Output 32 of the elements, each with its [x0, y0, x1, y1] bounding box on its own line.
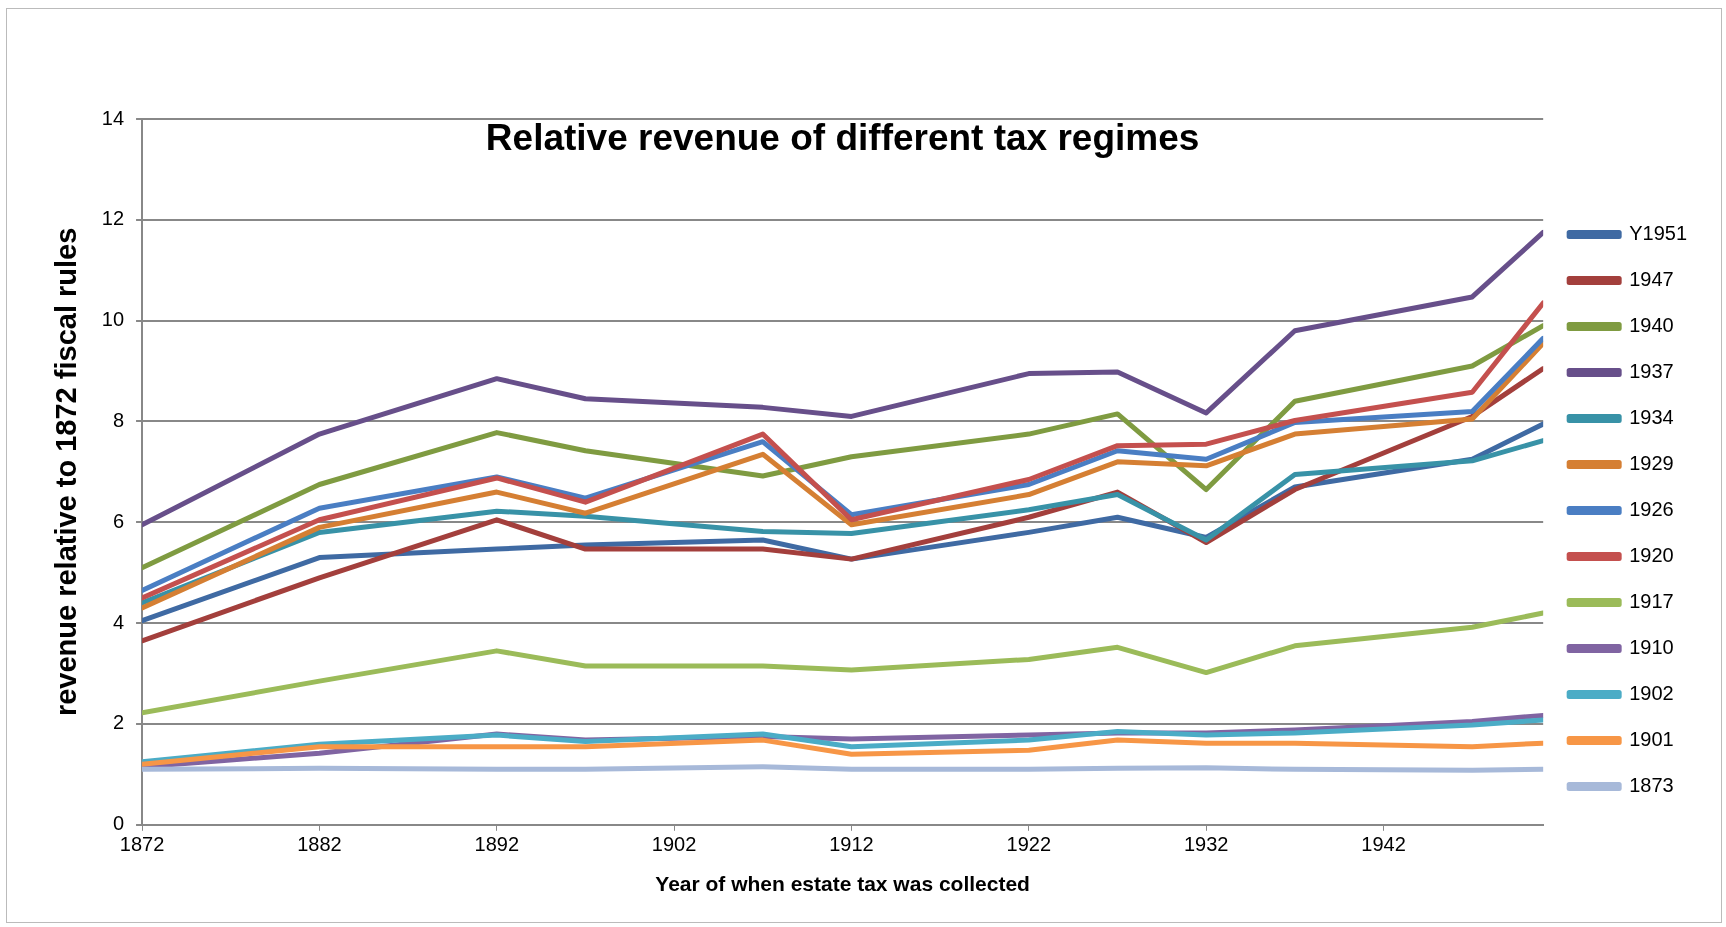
x-axis-title: Year of when estate tax was collected	[655, 872, 1030, 896]
x-tick-label: 1932	[1183, 833, 1229, 856]
x-tick-label: 1922	[1006, 833, 1052, 856]
y-tick-label: 4	[112, 610, 125, 633]
y-tick-label: 0	[112, 812, 125, 835]
legend-label: 1917	[1629, 590, 1674, 613]
y-axis-title: revenue relative to 1872 fiscal rules	[50, 227, 83, 717]
chart-title: Relative revenue of different tax regimes	[485, 116, 1200, 158]
legend-label: 1934	[1629, 406, 1674, 429]
x-tick-label: 1942	[1361, 833, 1406, 856]
x-tick-label: 1902	[651, 833, 697, 856]
x-tick-label: 1912	[829, 833, 874, 856]
y-tick-label: 2	[112, 711, 125, 734]
y-tick-label: 10	[101, 308, 125, 331]
legend-label: 1901	[1629, 728, 1674, 751]
legend-label: 1947	[1629, 268, 1674, 291]
legend-label: 1902	[1629, 682, 1674, 705]
legend-label: 1873	[1629, 774, 1674, 797]
y-tick-label: 8	[112, 409, 125, 431]
legend-label: 1910	[1629, 636, 1674, 659]
x-tick-label: 1882	[297, 833, 342, 856]
y-tick-label: 12	[101, 207, 125, 230]
legend-label: Y1951	[1629, 222, 1688, 245]
legend-label: 1940	[1629, 314, 1674, 337]
legend-label: 1926	[1629, 498, 1674, 521]
legend-label: 1920	[1629, 544, 1674, 567]
legend-label: 1929	[1629, 452, 1674, 475]
x-tick-label: 1872	[119, 833, 165, 856]
legend-label: 1937	[1629, 360, 1674, 383]
x-tick-label: 1892	[474, 833, 520, 856]
y-tick-label: 6	[112, 509, 125, 532]
y-tick-label: 14	[101, 106, 125, 129]
